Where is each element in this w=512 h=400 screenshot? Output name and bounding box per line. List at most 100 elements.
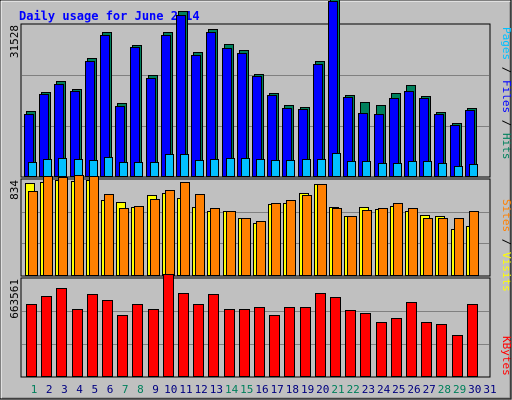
bar-kbytes-day-21 [330, 297, 341, 377]
x-tick-label: 23 [362, 383, 375, 396]
x-tick-label: 18 [286, 383, 299, 396]
x-tick-label: 16 [255, 383, 268, 396]
middle-legend: Sites / Visits [500, 199, 512, 292]
bar-pages-day-9 [150, 162, 159, 177]
legend-separator: / [500, 232, 512, 252]
bar-files-day-14 [222, 48, 232, 177]
bar-pages-day-4 [74, 159, 83, 177]
top-ymax-label: 31528 [8, 25, 21, 58]
bar-kbytes-day-16 [254, 307, 265, 377]
x-tick-label: 2 [46, 383, 53, 396]
bar-sites-day-10 [165, 190, 175, 276]
x-axis-labels: 1 2 3 4 5 6 7 8 9 10 11 12 13 14 15 16 17 18 19 20 21 22 23 24 2… [31, 383, 497, 396]
x-tick-label: 8 [137, 383, 144, 396]
x-tick-label: 13 [210, 383, 223, 396]
bar-kbytes-day-22 [345, 310, 356, 377]
bar-sites-day-8 [134, 206, 144, 276]
bar-sites-day-22 [347, 216, 357, 276]
bar-sites-day-28 [438, 218, 448, 276]
bar-kbytes-day-17 [269, 315, 280, 377]
bar-kbytes-day-27 [421, 322, 432, 377]
bar-group [24, 0, 479, 377]
bar-kbytes-day-20 [315, 293, 326, 377]
legend-kbytes: KBytes [500, 336, 512, 376]
bar-kbytes-day-6 [102, 300, 113, 377]
x-tick-label: 11 [179, 383, 192, 396]
bar-files-day-21 [328, 1, 338, 177]
bar-sites-day-9 [150, 199, 160, 276]
bar-pages-day-13 [210, 159, 219, 177]
x-tick-label: 10 [164, 383, 177, 396]
bar-kbytes-day-24 [376, 322, 387, 377]
bar-sites-day-21 [332, 208, 342, 276]
bar-sites-day-11 [180, 182, 190, 276]
bar-kbytes-day-9 [148, 309, 159, 377]
x-tick-label: 5 [91, 383, 98, 396]
x-tick-label: 31 [483, 383, 496, 396]
bar-pages-day-14 [226, 158, 235, 177]
bar-kbytes-day-23 [360, 313, 371, 377]
bar-sites-day-26 [408, 208, 418, 276]
bar-pages-day-21 [332, 153, 341, 177]
bar-pages-day-12 [195, 160, 204, 177]
x-tick-label: 9 [152, 383, 159, 396]
x-tick-label: 15 [240, 383, 253, 396]
bar-sites-day-17 [271, 203, 281, 276]
bar-pages-day-7 [119, 162, 128, 177]
bar-sites-day-14 [226, 211, 236, 276]
bar-sites-day-23 [362, 210, 372, 276]
bar-files-day-13 [206, 32, 216, 177]
x-tick-label: 6 [107, 383, 114, 396]
bar-files-day-9 [146, 78, 156, 177]
bar-sites-day-25 [393, 203, 403, 276]
bar-pages-day-29 [454, 166, 463, 177]
bar-files-day-11 [176, 15, 186, 177]
bar-files-day-8 [130, 47, 140, 177]
x-tick-label: 29 [453, 383, 466, 396]
bar-kbytes-day-14 [224, 309, 235, 377]
x-tick-label: 24 [377, 383, 391, 396]
x-tick-label: 17 [271, 383, 284, 396]
bar-kbytes-day-30 [467, 304, 478, 377]
bar-pages-day-27 [423, 161, 432, 177]
legend-sites: Sites [500, 199, 512, 232]
legend-files: Files [500, 80, 512, 113]
legend-visits: Visits [500, 252, 512, 292]
bar-pages-day-11 [180, 154, 189, 177]
x-tick-label: 27 [423, 383, 436, 396]
top-legend: Pages / Files / Hits [500, 27, 512, 160]
x-tick-label: 14 [225, 383, 239, 396]
bar-pages-day-22 [347, 161, 356, 177]
x-tick-label: 12 [195, 383, 208, 396]
bar-kbytes-day-18 [284, 307, 295, 377]
bar-kbytes-day-10 [163, 274, 174, 377]
bar-files-day-6 [100, 35, 110, 177]
x-tick-label: 3 [61, 383, 68, 396]
bar-pages-day-28 [438, 163, 447, 177]
x-tick-label: 7 [122, 383, 129, 396]
bar-sites-day-7 [119, 208, 129, 276]
bar-pages-day-15 [241, 158, 250, 177]
bar-files-day-12 [191, 55, 201, 177]
bar-kbytes-day-1 [26, 304, 37, 377]
bar-pages-day-30 [469, 164, 478, 177]
legend-pages: Pages [500, 27, 512, 60]
bar-pages-day-25 [393, 163, 402, 177]
bar-kbytes-day-19 [300, 307, 311, 377]
bar-pages-day-5 [89, 160, 98, 177]
bar-sites-day-24 [378, 208, 388, 276]
bar-kbytes-day-4 [72, 309, 83, 377]
bar-pages-day-17 [271, 160, 280, 177]
bar-pages-day-2 [43, 159, 52, 177]
bottom-legend: KBytes [500, 336, 512, 376]
bar-sites-day-18 [286, 200, 296, 276]
x-tick-label: 22 [347, 383, 360, 396]
bar-sites-day-15 [241, 218, 251, 276]
bar-sites-day-19 [302, 195, 312, 276]
bar-pages-day-3 [58, 158, 67, 177]
bar-kbytes-day-8 [132, 304, 143, 377]
bar-pages-day-23 [362, 161, 371, 177]
x-tick-label: 26 [407, 383, 420, 396]
legend-separator: / [500, 60, 512, 80]
bar-pages-day-18 [286, 160, 295, 177]
